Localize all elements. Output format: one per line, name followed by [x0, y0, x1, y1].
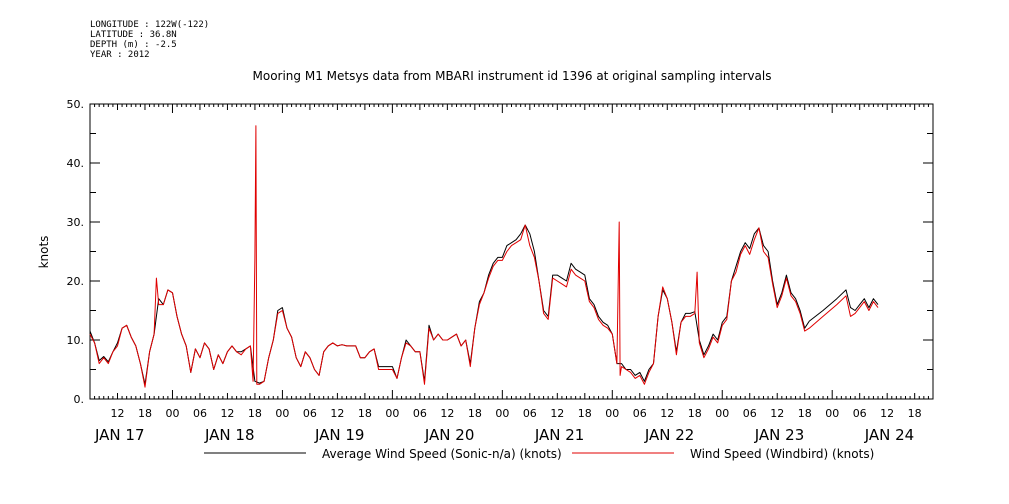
x-tick-labels: 12 18 00 06 12 18 00 06 12 18 00 06 12 18 00 06 12 18 00 06… — [94, 407, 922, 444]
meta-depth: DEPTH (m) : -2.5 — [90, 40, 177, 50]
x-tick-label: 00 — [605, 407, 619, 420]
x-tick-label: 12 — [550, 407, 564, 420]
x-tick-label: 06 — [193, 407, 207, 420]
x-tick-label: 00 — [275, 407, 289, 420]
x-tick-label: 00 — [825, 407, 839, 420]
x-tick-label: 00 — [495, 407, 509, 420]
x-tick-label: 06 — [523, 407, 537, 420]
x-tick-label: 00 — [385, 407, 399, 420]
x-tick-label: 12 — [660, 407, 674, 420]
x-tick-label: 06 — [853, 407, 867, 420]
meta-longitude: LONGITUDE : 122W(-122) — [90, 20, 210, 30]
x-tick-label: 18 — [138, 407, 152, 420]
x-tick-label: 12 — [220, 407, 234, 420]
series-line-average-wind — [89, 224, 879, 385]
y-axis-label: knots — [37, 236, 51, 269]
x-day-label: JAN 19 — [314, 426, 365, 444]
x-tick-label: 12 — [330, 407, 344, 420]
x-day-label: JAN 20 — [424, 426, 475, 444]
plot-frame — [89, 103, 934, 400]
meta-latitude: LATITUDE : 36.8N — [90, 30, 177, 40]
x-day-label: JAN 17 — [94, 426, 145, 444]
x-tick-label: 18 — [688, 407, 702, 420]
x-tick-label: 06 — [303, 407, 317, 420]
x-tick-label: 18 — [908, 407, 922, 420]
y-tick-label: 0. — [74, 393, 85, 406]
x-tick-label: 18 — [358, 407, 372, 420]
x-tick-label: 12 — [440, 407, 454, 420]
x-tick-label: 18 — [798, 407, 812, 420]
y-tick-label: 40. — [67, 157, 85, 170]
series-lines — [89, 125, 879, 388]
x-tick-label: 18 — [578, 407, 592, 420]
legend-label-average: Average Wind Speed (Sonic-n/a) (knots) — [322, 447, 562, 461]
metadata-block: LONGITUDE : 122W(-122) LATITUDE : 36.8N … — [90, 20, 209, 60]
x-day-label: JAN 21 — [534, 426, 585, 444]
x-tick-label: 12 — [110, 407, 124, 420]
x-tick-label: 18 — [248, 407, 262, 420]
meta-year: YEAR : 2012 — [90, 50, 150, 60]
x-tick-label: 06 — [413, 407, 427, 420]
y-tick-label: 10. — [67, 334, 85, 347]
y-tick-labels: 0. 10. 20. 30. 40. 50. — [67, 98, 85, 406]
x-tick-label: 06 — [633, 407, 647, 420]
x-tick-label: 12 — [880, 407, 894, 420]
x-tick-label: 00 — [165, 407, 179, 420]
x-day-label: JAN 23 — [754, 426, 805, 444]
axis-ticks — [89, 103, 934, 400]
y-tick-label: 30. — [67, 216, 85, 229]
x-tick-label: 12 — [770, 407, 784, 420]
x-day-label: JAN 18 — [204, 426, 255, 444]
y-tick-label: 50. — [67, 98, 85, 111]
x-tick-label: 06 — [743, 407, 757, 420]
legend: Average Wind Speed (Sonic-n/a) (knots) W… — [204, 447, 874, 461]
x-day-label: JAN 22 — [644, 426, 695, 444]
chart-title: Mooring M1 Metsys data from MBARI instru… — [253, 69, 772, 83]
x-tick-label: 18 — [468, 407, 482, 420]
series-line-windbird — [89, 125, 879, 388]
y-tick-label: 20. — [67, 275, 85, 288]
x-day-label: JAN 24 — [864, 426, 915, 444]
legend-label-windbird: Wind Speed (Windbird) (knots) — [690, 447, 874, 461]
x-tick-label: 00 — [715, 407, 729, 420]
